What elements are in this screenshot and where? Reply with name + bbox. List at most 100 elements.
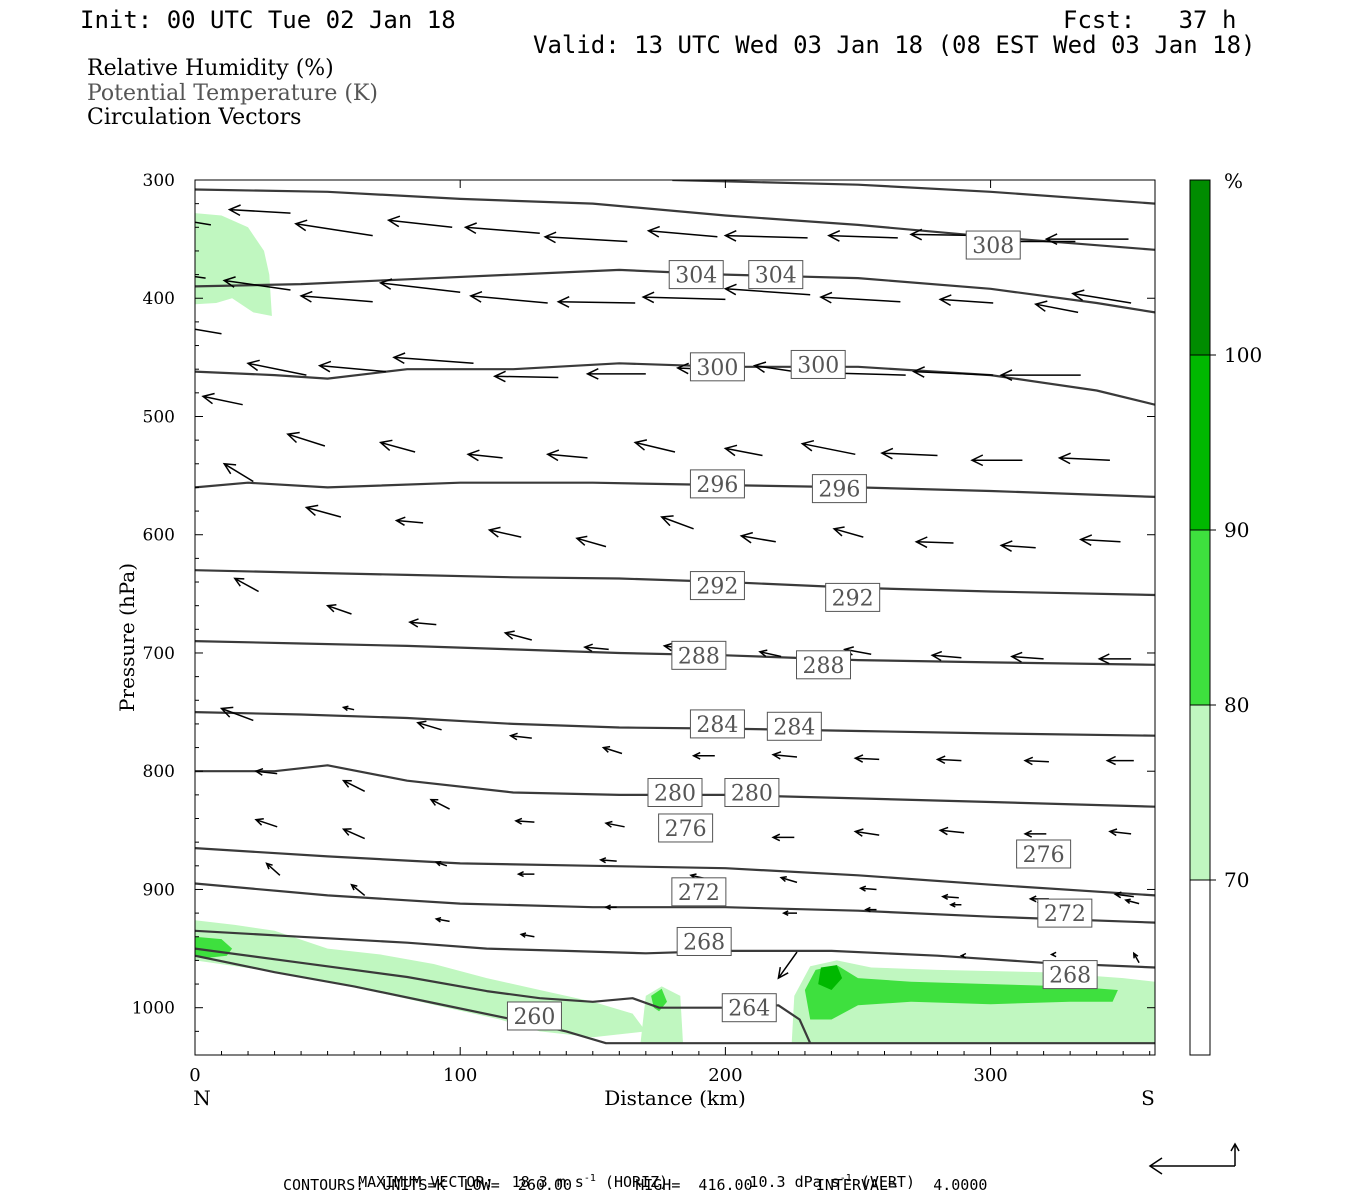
circulation-vector (254, 767, 278, 776)
circulation-vector (1010, 651, 1044, 663)
colorbar-tick-label: 90 (1224, 518, 1249, 542)
legend-relative-humidity: Relative Humidity (%) (87, 56, 334, 81)
contour-label-box (689, 469, 745, 499)
contour-label-box (676, 926, 732, 956)
circulation-vector (341, 828, 366, 840)
circulation-vector (938, 826, 965, 836)
contours-info: CONTOURS: UNITS=K LOW= 260.00 HIGH= 416.… (283, 1176, 988, 1194)
theta-contour-268 (195, 929, 1155, 969)
contour-label-box (689, 352, 745, 382)
y-tick-label: 300 (143, 171, 175, 191)
circulation-vector (1044, 233, 1129, 245)
theta-contour-276 (195, 847, 1155, 897)
circulation-vector (378, 278, 461, 294)
circulation-vector (341, 779, 366, 792)
circulation-vector (970, 454, 1023, 467)
contour-label-box (811, 474, 867, 504)
circulation-vector (1113, 891, 1134, 899)
circulation-vector (514, 817, 535, 825)
contour-label: 260 (513, 1005, 555, 1030)
circulation-vector (941, 893, 959, 900)
theta-contour-300 (195, 362, 1155, 406)
circulation-vector (556, 296, 636, 308)
circulation-vector (585, 368, 646, 380)
colorbar-segment (1189, 704, 1211, 881)
circulation-vector (935, 755, 962, 765)
max-vector-label: MAXIMUM VECTOR: (358, 1173, 494, 1191)
colorbar-tick-label: 80 (1224, 693, 1249, 717)
theta-contour-292 (195, 569, 1155, 597)
reference-vector-icon (1148, 1142, 1240, 1175)
x-axis-title: Distance (km) (604, 1086, 746, 1110)
circulation-vector (739, 531, 776, 544)
y-tick-label: 800 (143, 762, 175, 782)
circulation-vector (543, 231, 628, 244)
circulation-vector (392, 352, 474, 365)
circulation-vector (492, 370, 559, 383)
theta-contour-272 (195, 882, 1155, 924)
contour-label-box (689, 709, 745, 739)
circulation-vector (583, 643, 609, 653)
circulation-vector (227, 204, 291, 217)
circulation-vector (201, 392, 243, 406)
circulation-vector (930, 650, 962, 662)
circulation-vector (341, 705, 355, 712)
x-tick-label: 200 (708, 1065, 742, 1086)
circulation-vector (601, 745, 623, 755)
circulation-vector (771, 751, 798, 760)
contour-label-box (721, 993, 777, 1023)
contour-label-box (965, 230, 1021, 260)
circulation-vector (633, 439, 676, 453)
contour-label-box (1016, 839, 1072, 869)
contour-label-box (724, 778, 780, 807)
contour-label: 272 (678, 881, 720, 906)
circulation-vector (222, 462, 254, 483)
circulation-vector (1023, 756, 1049, 766)
max-horiz-tag: (HORIZ) (604, 1173, 669, 1191)
circulation-vector (800, 439, 856, 456)
contour-label-box (748, 260, 804, 290)
circulation-vector (1078, 534, 1121, 546)
circulation-vector (394, 516, 424, 526)
theta-contour-264 (195, 947, 812, 1044)
contour-label-box (790, 349, 846, 379)
circulation-vector (466, 449, 503, 462)
circulation-vector (914, 536, 954, 549)
circulation-vector (246, 359, 307, 376)
y-tick-label: 900 (143, 880, 175, 900)
circulation-vector (575, 535, 607, 548)
circulation-vector (350, 883, 366, 896)
contour-label-box (1037, 898, 1093, 928)
north-label: N (193, 1086, 211, 1110)
circulation-vector (938, 294, 994, 307)
circulation-vector (911, 366, 994, 378)
colorbar-segment (1189, 529, 1211, 706)
circulation-vector (999, 369, 1081, 381)
contour-label: 308 (972, 234, 1014, 259)
circulation-vector (222, 276, 291, 291)
circulation-vector (598, 857, 617, 864)
circulation-vector (949, 902, 962, 908)
circulation-vector (758, 649, 782, 658)
circulation-vector (516, 871, 535, 878)
theta-contour-296 (195, 481, 1155, 498)
circulation-vector (999, 540, 1036, 552)
contour-label: 300 (797, 353, 839, 378)
circulation-vector (880, 447, 938, 460)
colorbar-tick-label: 100 (1224, 343, 1262, 367)
y-tick-label: 400 (143, 289, 175, 309)
circulation-vector (195, 328, 222, 335)
circulation-vector (434, 860, 448, 867)
contour-label: 304 (675, 264, 717, 289)
circulation-vector (386, 215, 453, 229)
contour-label: 304 (755, 264, 797, 289)
circulation-vector (294, 219, 373, 237)
circulation-vector (254, 817, 278, 828)
circulation-vector (646, 225, 718, 238)
circulation-vector (832, 526, 864, 538)
circulation-vector (781, 910, 797, 916)
circulation-vector (219, 706, 254, 722)
y-tick-label: 1000 (132, 999, 175, 1019)
contour-label: 284 (773, 715, 815, 740)
contour-label-box (825, 582, 881, 612)
